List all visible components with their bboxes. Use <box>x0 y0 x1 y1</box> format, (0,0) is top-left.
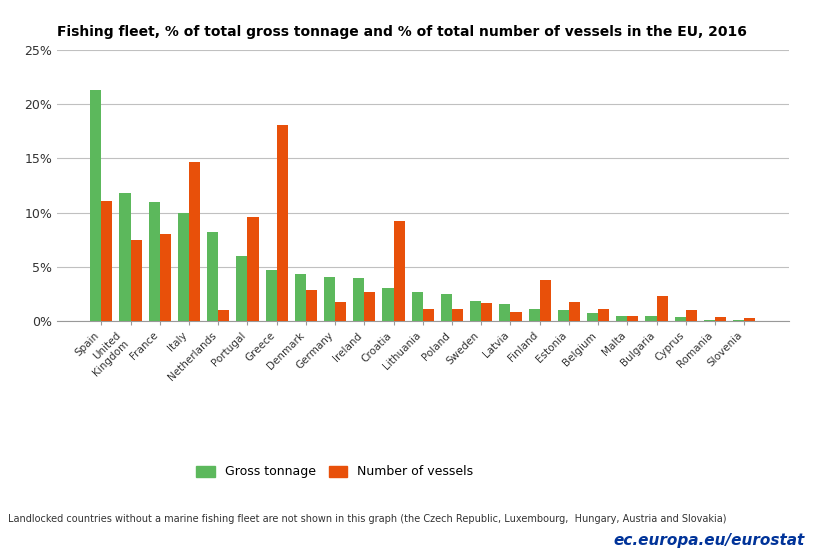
Bar <box>481 303 493 321</box>
Bar <box>159 234 171 321</box>
Bar <box>364 292 376 321</box>
Bar <box>744 318 755 321</box>
Bar <box>382 288 393 321</box>
Bar <box>616 316 628 321</box>
Bar <box>528 309 540 321</box>
Text: Fishing fleet, % of total gross tonnage and % of total number of vessels in the : Fishing fleet, % of total gross tonnage … <box>57 25 747 39</box>
Text: Landlocked countries without a marine fishing fleet are not shown in this graph : Landlocked countries without a marine fi… <box>8 514 727 524</box>
Bar <box>90 90 102 321</box>
Bar <box>178 213 189 321</box>
Bar <box>411 292 423 321</box>
Bar <box>131 240 141 321</box>
Bar <box>237 256 247 321</box>
Bar <box>189 162 200 321</box>
Bar <box>628 316 638 321</box>
Bar <box>558 310 569 321</box>
Bar <box>149 202 159 321</box>
Bar <box>511 311 522 321</box>
Bar <box>276 125 288 321</box>
Bar <box>715 317 726 321</box>
Bar <box>587 312 598 321</box>
Bar <box>393 222 405 321</box>
Bar <box>335 302 346 321</box>
Bar <box>675 317 686 321</box>
Bar <box>452 309 463 321</box>
Bar <box>324 277 335 321</box>
Bar <box>470 301 481 321</box>
Bar <box>207 232 218 321</box>
Bar <box>120 193 131 321</box>
Bar <box>353 278 364 321</box>
Bar <box>423 309 434 321</box>
Bar <box>441 294 452 321</box>
Bar <box>686 310 697 321</box>
Bar <box>733 320 744 321</box>
Bar <box>569 302 580 321</box>
Bar <box>540 280 550 321</box>
Bar <box>657 296 667 321</box>
Text: ec.europa.eu/eurostat: ec.europa.eu/eurostat <box>614 534 805 548</box>
Bar <box>499 304 511 321</box>
Bar <box>646 316 657 321</box>
Legend: Gross tonnage, Number of vessels: Gross tonnage, Number of vessels <box>191 460 479 484</box>
Bar <box>704 320 715 321</box>
Bar <box>306 290 317 321</box>
Bar <box>218 310 229 321</box>
Bar <box>598 309 609 321</box>
Bar <box>295 274 306 321</box>
Bar <box>266 270 276 321</box>
Bar <box>102 201 112 321</box>
Bar <box>247 217 259 321</box>
